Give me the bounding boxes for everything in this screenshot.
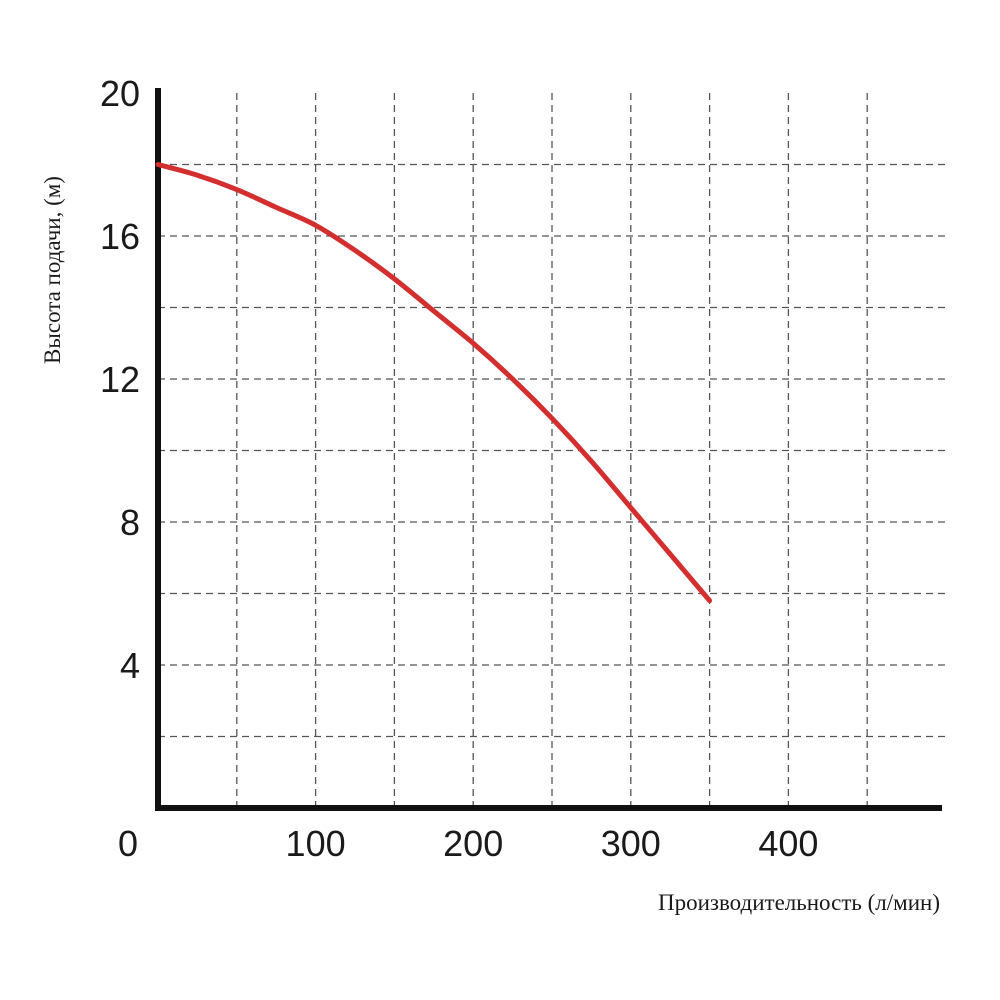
grid [158, 93, 946, 808]
x-tick-label: 300 [601, 823, 661, 864]
axes [155, 88, 942, 811]
y-tick-label: 4 [120, 645, 140, 686]
x-tick-label: 400 [758, 823, 818, 864]
y-tick-label: 20 [100, 73, 140, 114]
y-tick-label: 12 [100, 359, 140, 400]
y-axis-title: Высота подачи, (м) [40, 176, 65, 364]
series-group [155, 162, 713, 604]
origin-label: 0 [118, 823, 138, 864]
tick-labels: 100 200 300 400 4 8 12 16 20 [100, 73, 818, 864]
x-tick-label: 100 [286, 823, 346, 864]
series-line [155, 162, 713, 604]
x-tick-label: 200 [443, 823, 503, 864]
y-tick-label: 8 [120, 502, 140, 543]
y-tick-label: 16 [100, 216, 140, 257]
x-axis-title: Производительность (л/мин) [658, 890, 940, 915]
